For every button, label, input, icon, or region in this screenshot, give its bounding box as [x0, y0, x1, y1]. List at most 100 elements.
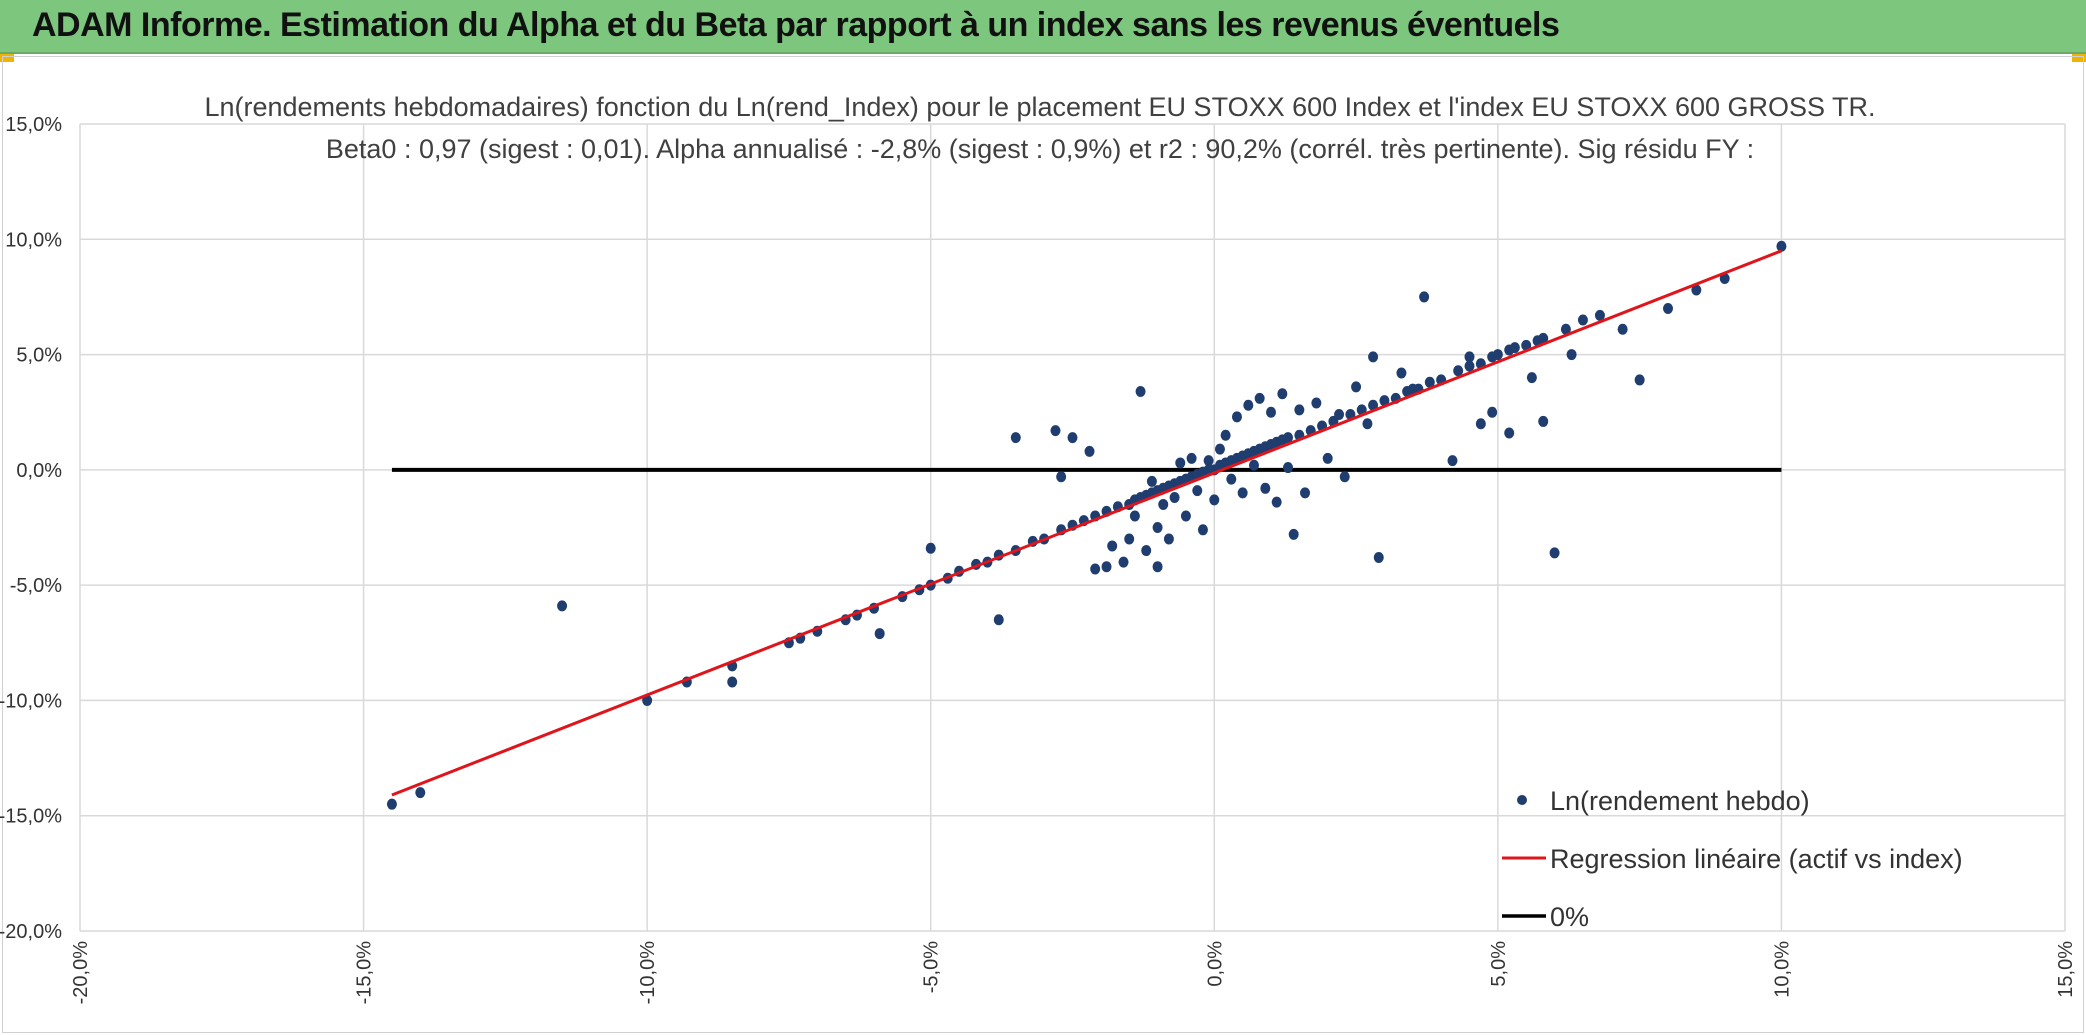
scatter-point — [1101, 561, 1112, 573]
scatter-point — [1056, 471, 1067, 483]
legend-label-zero: 0% — [1550, 902, 1589, 932]
scatter-point — [1566, 349, 1577, 361]
chart-frame — [2, 56, 2084, 1033]
scatter-point — [1090, 563, 1101, 575]
series-layer — [386, 240, 1787, 810]
scatter-point — [1277, 388, 1288, 400]
scatter-point — [1538, 415, 1549, 427]
scatter-point — [727, 676, 738, 688]
scatter-point — [1521, 339, 1532, 351]
scatter-point — [386, 798, 397, 810]
scatter-point — [1163, 533, 1174, 545]
scatter-point — [1271, 496, 1282, 508]
y-tick-label: 15,0% — [5, 114, 62, 136]
scatter-point — [1220, 429, 1231, 441]
scatter-point — [1526, 372, 1537, 384]
scatter-point — [1169, 492, 1180, 504]
corner-marker-right — [2072, 54, 2086, 62]
scatter-point — [1424, 376, 1435, 388]
scatter-point — [1538, 332, 1549, 344]
scatter-point — [1776, 240, 1787, 252]
scatter-point — [1447, 455, 1458, 467]
scatter-point — [1504, 427, 1515, 439]
scatter-point — [1549, 547, 1560, 559]
x-tick-label: 0,0% — [1204, 941, 1226, 987]
y-tick-label: 10,0% — [5, 229, 62, 251]
scatter-point — [1067, 432, 1078, 444]
scatter-point — [1487, 406, 1498, 418]
y-tick-label: 5,0% — [16, 345, 62, 367]
scatter-point — [1180, 510, 1191, 522]
scatter-point — [1419, 291, 1430, 303]
scatter-point — [1152, 561, 1163, 573]
x-tick-label: 5,0% — [1488, 941, 1510, 987]
scatter-point — [1141, 545, 1152, 557]
x-tick-label: -5,0% — [921, 941, 943, 993]
scatter-point — [1124, 533, 1135, 545]
scatter-point — [1152, 522, 1163, 533]
scatter-point — [1192, 485, 1203, 497]
scatter-point — [1368, 399, 1379, 411]
scatter-point — [1283, 432, 1294, 444]
x-tick-label: 10,0% — [1771, 941, 1793, 998]
report-title: ADAM Informe. Estimation du Alpha et du … — [32, 6, 1560, 44]
scatter-point — [1266, 406, 1276, 418]
y-tick-label: -5,0% — [10, 575, 62, 597]
scatter-point — [415, 787, 426, 799]
scatter-point — [1634, 374, 1645, 386]
scatter-point — [1617, 323, 1628, 335]
legend-marker-scatter — [1517, 795, 1527, 805]
scatter-point — [1379, 395, 1390, 407]
y-tick-label: 0,0% — [16, 460, 62, 482]
regression-line — [391, 249, 1782, 797]
legend: Ln(rendement hebdo) Regression linéaire … — [1502, 786, 1963, 932]
report-banner: ADAM Informe. Estimation du Alpha et du … — [0, 0, 2086, 54]
scatter-point — [557, 600, 568, 612]
chart-title-line-1: Ln(rendements hebdomadaires) fonction du… — [204, 92, 1875, 122]
scatter-point — [1254, 392, 1265, 404]
corner-marker-left — [0, 54, 14, 62]
y-tick-label: -15,0% — [0, 806, 62, 828]
scatter-point — [1594, 309, 1605, 321]
tick-labels: -20,0% -15,0% -10,0% -5,0% 0,0% 5,0% 10,0% 15,0… — [0, 114, 2077, 1004]
scatter-point — [1475, 418, 1486, 430]
scatter-point — [1464, 360, 1475, 372]
scatter-point — [1464, 351, 1475, 363]
y-tick-label: -10,0% — [0, 690, 62, 712]
scatter-point — [1107, 540, 1118, 552]
x-tick-label: 15,0% — [2055, 941, 2077, 998]
scatter-point — [1135, 385, 1146, 397]
scatter-point — [1260, 482, 1271, 494]
scatter-point — [1719, 272, 1730, 284]
scatter-point — [1197, 524, 1208, 536]
scatter-point — [1294, 404, 1305, 416]
x-tick-label: -10,0% — [637, 941, 659, 1005]
scatter-point — [1691, 284, 1702, 296]
scatter-point — [1248, 459, 1259, 471]
legend-label-scatter: Ln(rendement hebdo) — [1550, 786, 1810, 816]
scatter-point — [1351, 381, 1362, 393]
scatter-point — [874, 628, 885, 640]
x-tick-label: -15,0% — [354, 941, 376, 1005]
scatter-point — [1050, 425, 1061, 437]
scatter-point — [1231, 411, 1242, 423]
scatter-point — [1283, 462, 1294, 474]
scatter-point — [1322, 452, 1333, 464]
scatter-point — [1118, 556, 1129, 568]
legend-label-regression: Regression linéaire (actif vs index) — [1550, 844, 1963, 874]
scatter-point — [1129, 510, 1140, 522]
scatter-point — [1203, 455, 1214, 467]
scatter-point — [1373, 551, 1384, 563]
chart-title-line-2: Beta0 : 0,97 (sigest : 0,01). Alpha annu… — [326, 134, 1754, 164]
scatter-point — [1368, 351, 1379, 363]
scatter-point — [642, 694, 653, 706]
scatter-point — [1158, 498, 1169, 510]
scatter-point — [1214, 443, 1225, 455]
scatter-point — [1209, 494, 1220, 506]
scatter-point — [1175, 457, 1186, 469]
scatter-point — [1084, 445, 1095, 457]
scatter-point — [1311, 397, 1322, 409]
scatter-point — [993, 614, 1004, 626]
scatter-point — [1146, 475, 1157, 487]
scatter-point — [1560, 323, 1571, 335]
